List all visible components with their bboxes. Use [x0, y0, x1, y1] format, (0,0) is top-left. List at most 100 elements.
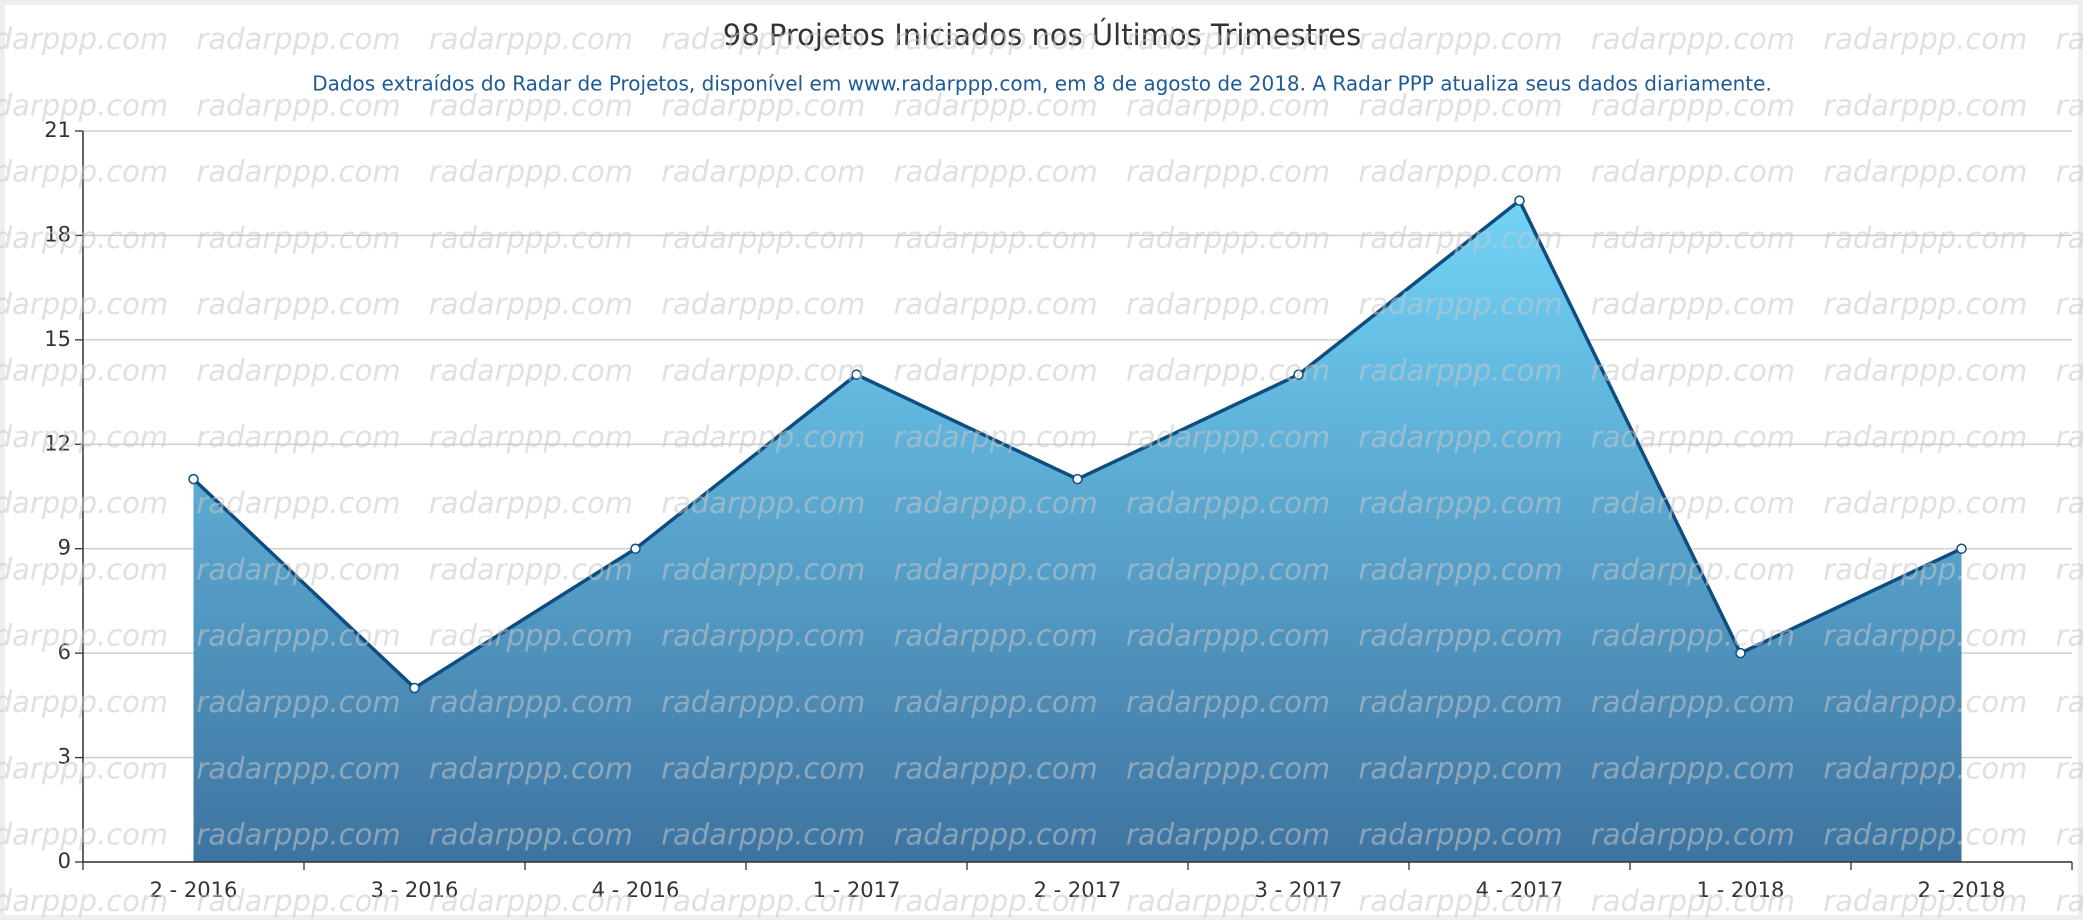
watermark: radarppp.com [661, 818, 865, 852]
y-tick-label: 12 [44, 431, 71, 455]
watermark: radarppp.com [1591, 221, 1795, 255]
y-tick-label: 6 [58, 640, 71, 664]
watermark: radarppp.com [1591, 22, 1795, 56]
point [1514, 195, 1525, 206]
watermark: radarppp.com [0, 221, 168, 255]
watermark: radarppp.com [1126, 552, 1330, 586]
watermark: radarppp.com [2056, 287, 2083, 321]
watermark: radarppp.com [661, 552, 865, 586]
watermark: radarppp.com [1126, 751, 1330, 785]
point [1072, 473, 1083, 485]
watermark: radarppp.com [196, 354, 400, 388]
watermark: radarppp.com [894, 420, 1098, 454]
watermark: radarppp.com [0, 751, 168, 785]
watermark: radarppp.com [1358, 354, 1562, 388]
watermark: radarppp.com [1823, 818, 2027, 852]
watermark: radarppp.com [894, 354, 1098, 388]
watermark: radarppp.com [0, 88, 168, 122]
watermark: radarppp.com [894, 155, 1098, 189]
watermark: radarppp.com [1823, 221, 2027, 255]
watermark: radarppp.com [2056, 420, 2083, 454]
watermark: radarppp.com [429, 884, 633, 918]
watermark: radarppp.com [661, 22, 865, 56]
watermark: radarppp.com [0, 22, 168, 56]
watermark: radarppp.com [1823, 287, 2027, 321]
x-tick-label: 3 - 2016 [371, 878, 459, 902]
watermark: radarppp.com [1823, 685, 2027, 719]
point [1956, 543, 1967, 554]
x-tick-label: 3 - 2017 [1255, 878, 1343, 902]
watermark: radarppp.com [1126, 354, 1330, 388]
watermark: radarppp.com [1358, 685, 1562, 719]
x-tick-label: 2 - 2016 [150, 878, 238, 902]
watermark: radarppp.com [894, 685, 1098, 719]
x-tick-label: 2 - 2018 [1918, 878, 2006, 902]
watermark: radarppp.com [661, 884, 865, 918]
watermark: radarppp.com [2056, 354, 2083, 388]
watermark: radarppp.com [0, 354, 168, 388]
watermark: radarppp.com [196, 22, 400, 56]
watermark: radarppp.com [0, 619, 168, 653]
watermark: radarppp.com [0, 884, 168, 918]
watermark: radarppp.com [1823, 155, 2027, 189]
watermark: radarppp.com [429, 552, 633, 586]
watermark: radarppp.com [1591, 354, 1795, 388]
point [188, 473, 199, 485]
watermark: radarppp.com [196, 287, 400, 321]
watermark: radarppp.com [661, 88, 865, 122]
watermark: radarppp.com [2056, 88, 2083, 122]
y-tick-label: 15 [44, 327, 71, 351]
watermark: radarppp.com [0, 685, 168, 719]
watermark: radarppp.com [2056, 552, 2083, 586]
watermark: radarppp.com [894, 221, 1098, 255]
watermark: radarppp.com [1126, 22, 1330, 56]
watermark: radarppp.com [661, 420, 865, 454]
chart-subtitle: Dados extraídos do Radar de Projetos, di… [312, 72, 1772, 96]
watermark: radarppp.com [196, 884, 400, 918]
watermark: radarppp.com [1358, 155, 1562, 189]
watermark: radarppp.com [0, 552, 168, 586]
watermark: radarppp.com [661, 486, 865, 520]
watermark: radarppp.com [1591, 287, 1795, 321]
watermark: radarppp.com [894, 884, 1098, 918]
watermark: radarppp.com [894, 88, 1098, 122]
watermark: radarppp.com [894, 818, 1098, 852]
watermark: radarppp.com [429, 751, 633, 785]
watermark: radarppp.com [1126, 884, 1330, 918]
watermark: radarppp.com [894, 22, 1098, 56]
watermark: radarppp.com [0, 420, 168, 454]
watermark: radarppp.com [2056, 155, 2083, 189]
watermark: radarppp.com [429, 88, 633, 122]
watermark: radarppp.com [2056, 751, 2083, 785]
watermark: radarppp.com [1358, 420, 1562, 454]
watermark: radarppp.com [1591, 619, 1795, 653]
watermark: radarppp.com [429, 221, 633, 255]
watermark: radarppp.com [1358, 88, 1562, 122]
watermark: radarppp.com [894, 751, 1098, 785]
watermark: radarppp.com [1591, 751, 1795, 785]
watermark: radarppp.com [2056, 221, 2083, 255]
y-tick-label: 0 [58, 849, 71, 873]
watermark: radarppp.com [429, 420, 633, 454]
watermark: radarppp.com [1126, 221, 1330, 255]
watermark: radarppp.com [1126, 619, 1330, 653]
watermark: radarppp.com [196, 88, 400, 122]
watermark: radarppp.com [196, 552, 400, 586]
watermark: radarppp.com [1591, 88, 1795, 122]
watermark: radarppp.com [1126, 685, 1330, 719]
watermark: radarppp.com [429, 354, 633, 388]
watermark: radarppp.com [1358, 221, 1562, 255]
point [630, 543, 641, 554]
point [851, 369, 862, 380]
x-tick-label: 1 - 2018 [1697, 878, 1785, 902]
watermark: radarppp.com [429, 155, 633, 189]
watermark: radarppp.com [1591, 155, 1795, 189]
watermark: radarppp.com [1823, 420, 2027, 454]
x-tick-label: 4 - 2016 [592, 878, 680, 902]
watermark: radarppp.com [1591, 884, 1795, 918]
watermark: radarppp.com [429, 486, 633, 520]
watermark: radarppp.com [661, 685, 865, 719]
watermark: radarppp.com [1126, 287, 1330, 321]
watermark: radarppp.com [196, 619, 400, 653]
watermark: radarppp.com [2056, 619, 2083, 653]
